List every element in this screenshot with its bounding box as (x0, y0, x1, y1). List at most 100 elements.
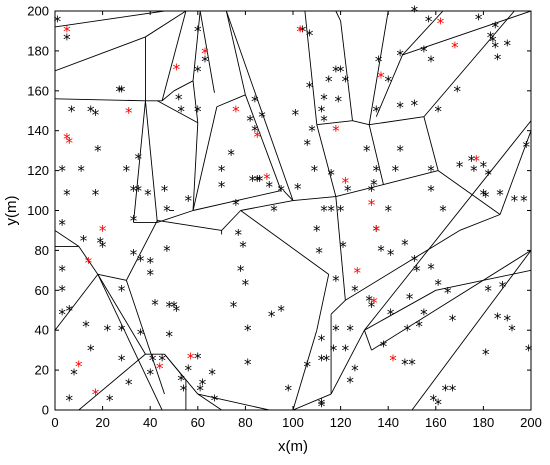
black-point: * (284, 382, 292, 400)
black-point: * (406, 290, 414, 308)
partition-line (157, 220, 222, 231)
y-tick-label: 20 (35, 363, 49, 378)
black-point: * (449, 382, 457, 400)
black-point: * (470, 162, 478, 180)
black-point: * (487, 28, 495, 46)
black-point: * (442, 382, 450, 400)
y-axis-ticks: 0 20 40 60 80 100 120 140 160 180 200 (27, 4, 531, 418)
black-point: * (211, 392, 219, 410)
black-point: * (218, 162, 226, 180)
black-point: * (411, 252, 419, 270)
black-point: * (118, 282, 126, 300)
black-point: * (230, 298, 238, 316)
black-point: * (58, 216, 66, 234)
x-tick-label: 160 (425, 415, 447, 430)
black-point: * (318, 398, 326, 416)
partition-line (371, 250, 531, 351)
black-point: * (520, 192, 528, 210)
black-point: * (246, 112, 254, 130)
partition-lines (55, 11, 531, 410)
black-point: * (96, 234, 104, 252)
red-point: * (201, 44, 209, 62)
red-point: * (63, 22, 71, 40)
black-point: * (332, 322, 340, 340)
black-point: * (363, 142, 371, 160)
black-point: * (104, 322, 112, 340)
x-tick-label: 40 (143, 415, 157, 430)
black-point: * (54, 12, 62, 30)
black-point: * (208, 366, 216, 384)
x-tick-label: 20 (95, 415, 109, 430)
partition-line (352, 120, 370, 126)
black-point: * (351, 362, 359, 380)
partition-line (316, 274, 330, 331)
black-point: * (299, 22, 307, 40)
black-point: * (308, 122, 316, 140)
black-point: * (130, 212, 138, 230)
black-point: * (125, 376, 133, 394)
red-point: * (232, 102, 240, 120)
black-point: * (242, 276, 250, 294)
partition-line (192, 106, 218, 211)
black-point: * (249, 172, 257, 190)
partition-line (161, 11, 187, 101)
partition-line (97, 274, 163, 410)
red-point: * (254, 128, 262, 146)
red-point: * (473, 152, 481, 170)
partition-line (368, 124, 384, 185)
black-point: * (401, 356, 409, 374)
y-tick-label: 120 (27, 163, 49, 178)
black-point: * (177, 372, 185, 390)
partition-line (192, 122, 199, 211)
partition-line (225, 11, 294, 201)
red-point: * (63, 130, 71, 148)
black-point: * (351, 282, 359, 300)
black-point: * (318, 396, 326, 414)
black-point: * (151, 296, 159, 314)
red-point: * (373, 222, 381, 240)
y-tick-label: 100 (27, 203, 49, 218)
black-point: * (265, 178, 273, 196)
partition-line (145, 11, 187, 38)
black-point: * (201, 52, 209, 70)
partition-line (283, 190, 294, 201)
black-point: * (87, 102, 95, 120)
black-point: * (251, 92, 259, 110)
partition-line (55, 98, 146, 102)
partition-line (192, 11, 201, 81)
y-tick-label: 80 (35, 243, 49, 258)
black-point: * (68, 102, 76, 120)
black-point: * (480, 186, 488, 204)
black-point: * (411, 96, 419, 114)
black-point: * (130, 246, 138, 264)
red-point: * (296, 22, 304, 40)
black-point: * (337, 62, 345, 80)
black-point: * (496, 186, 504, 204)
partition-line (335, 11, 342, 22)
black-point: * (392, 162, 400, 180)
partition-line (437, 170, 501, 215)
black-point: * (320, 90, 328, 108)
black-point: * (434, 276, 442, 294)
partition-line (316, 124, 337, 197)
x-tick-label: 0 (51, 415, 58, 430)
black-point: * (232, 196, 240, 214)
black-point: * (268, 308, 276, 326)
x-axis-label: x(m) (278, 438, 308, 455)
black-point: * (235, 226, 243, 244)
partition-line (345, 230, 460, 301)
red-point: * (125, 104, 133, 122)
red-point: * (263, 170, 271, 188)
black-point: * (294, 180, 302, 198)
partition-line (402, 11, 531, 56)
black-point: * (494, 50, 502, 68)
black-point: * (318, 352, 326, 370)
black-point: * (427, 162, 435, 180)
partition-line (423, 11, 515, 118)
black-point: * (375, 52, 383, 70)
black-point: * (180, 382, 188, 400)
partition-line (364, 289, 437, 331)
partition-line (316, 120, 353, 126)
black-point: * (384, 202, 392, 220)
black-point: * (173, 302, 181, 320)
